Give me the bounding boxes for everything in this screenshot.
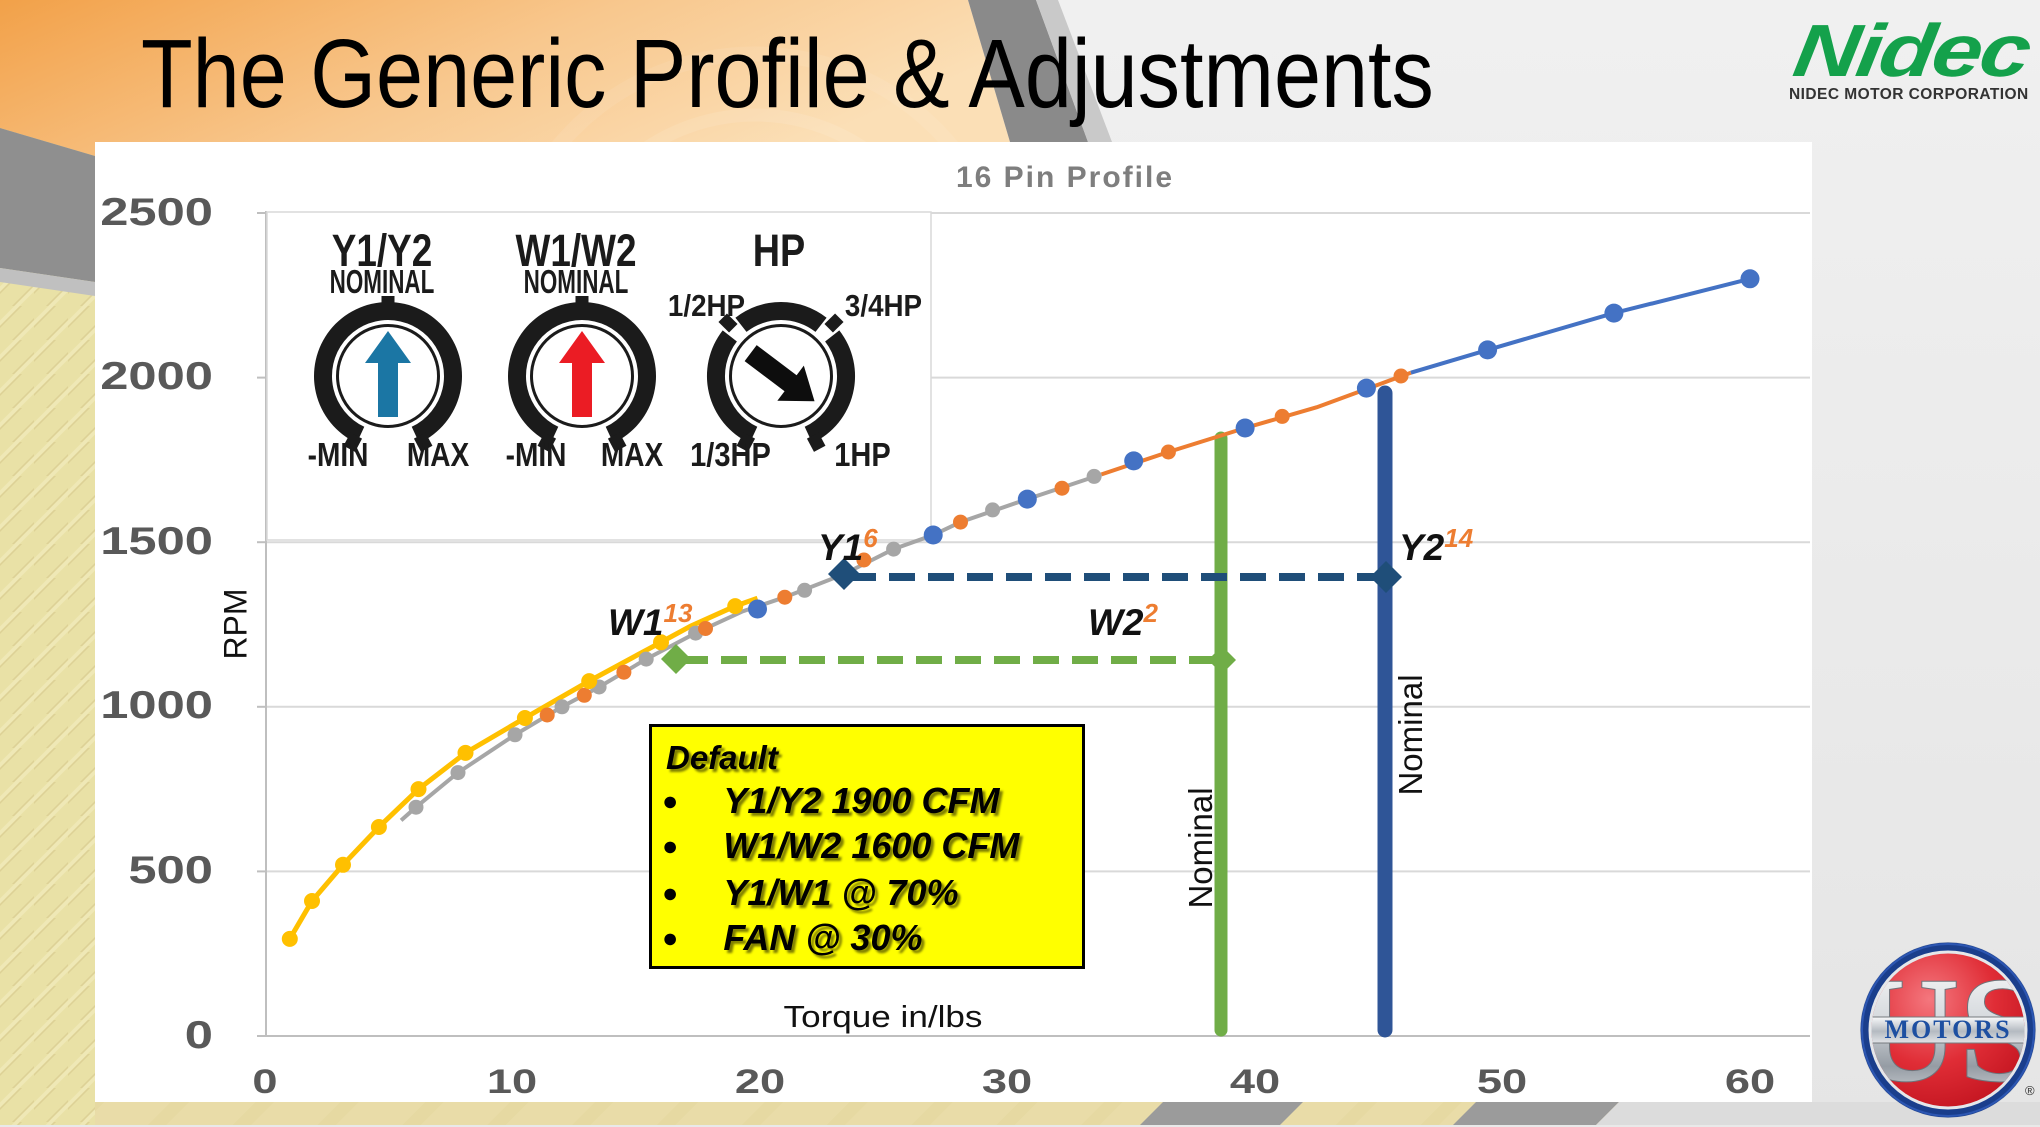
svg-text:®: ® bbox=[2025, 1083, 2035, 1098]
svg-text:MOTORS: MOTORS bbox=[1884, 1015, 2011, 1044]
